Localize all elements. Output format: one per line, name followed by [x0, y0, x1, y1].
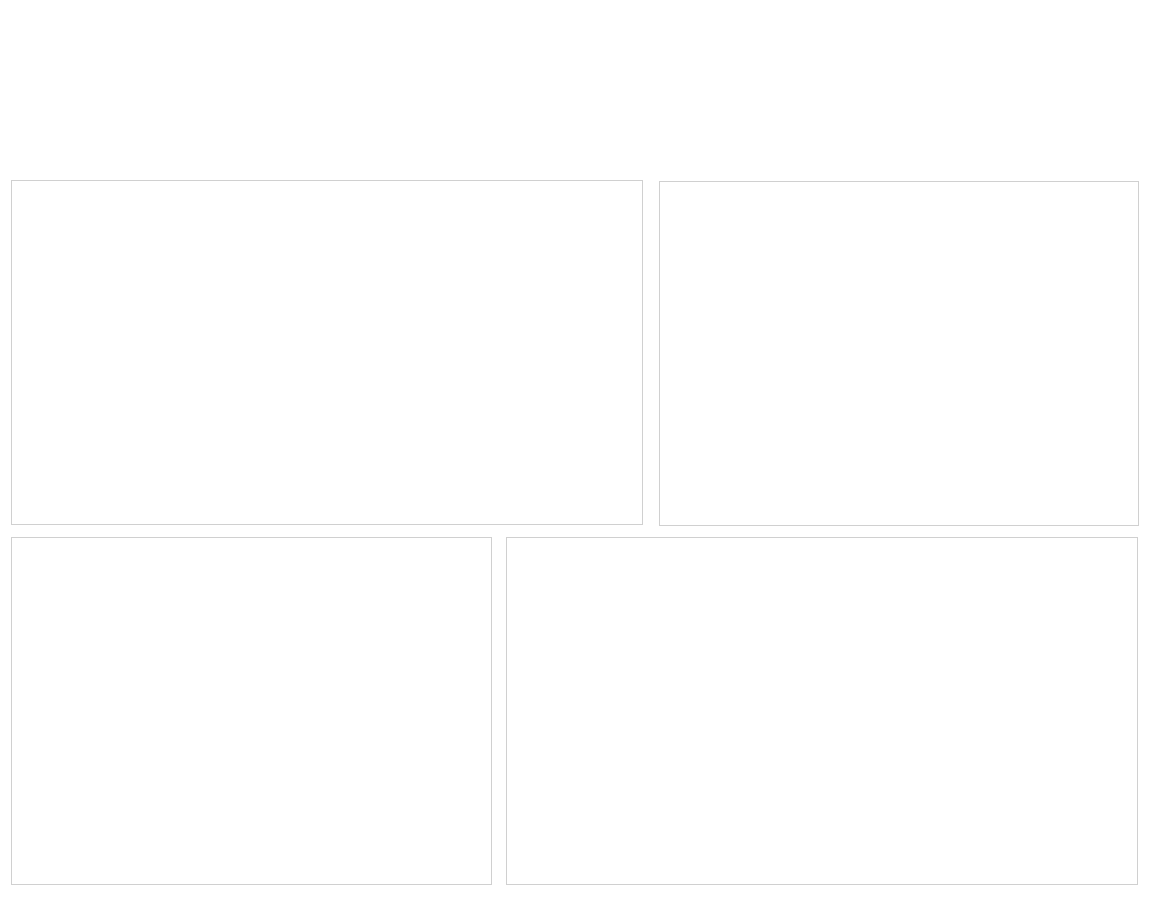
streaming-days-chart [659, 181, 1139, 526]
archive-health-chart [11, 537, 492, 885]
streaming-days-chart-svg [660, 182, 1138, 525]
stream-duration-chart-svg [12, 181, 642, 524]
archive-health-chart-svg [12, 538, 491, 884]
top-topics-chart [506, 537, 1138, 885]
stream-duration-chart [11, 180, 643, 525]
top-topics-chart-svg [507, 538, 1137, 884]
